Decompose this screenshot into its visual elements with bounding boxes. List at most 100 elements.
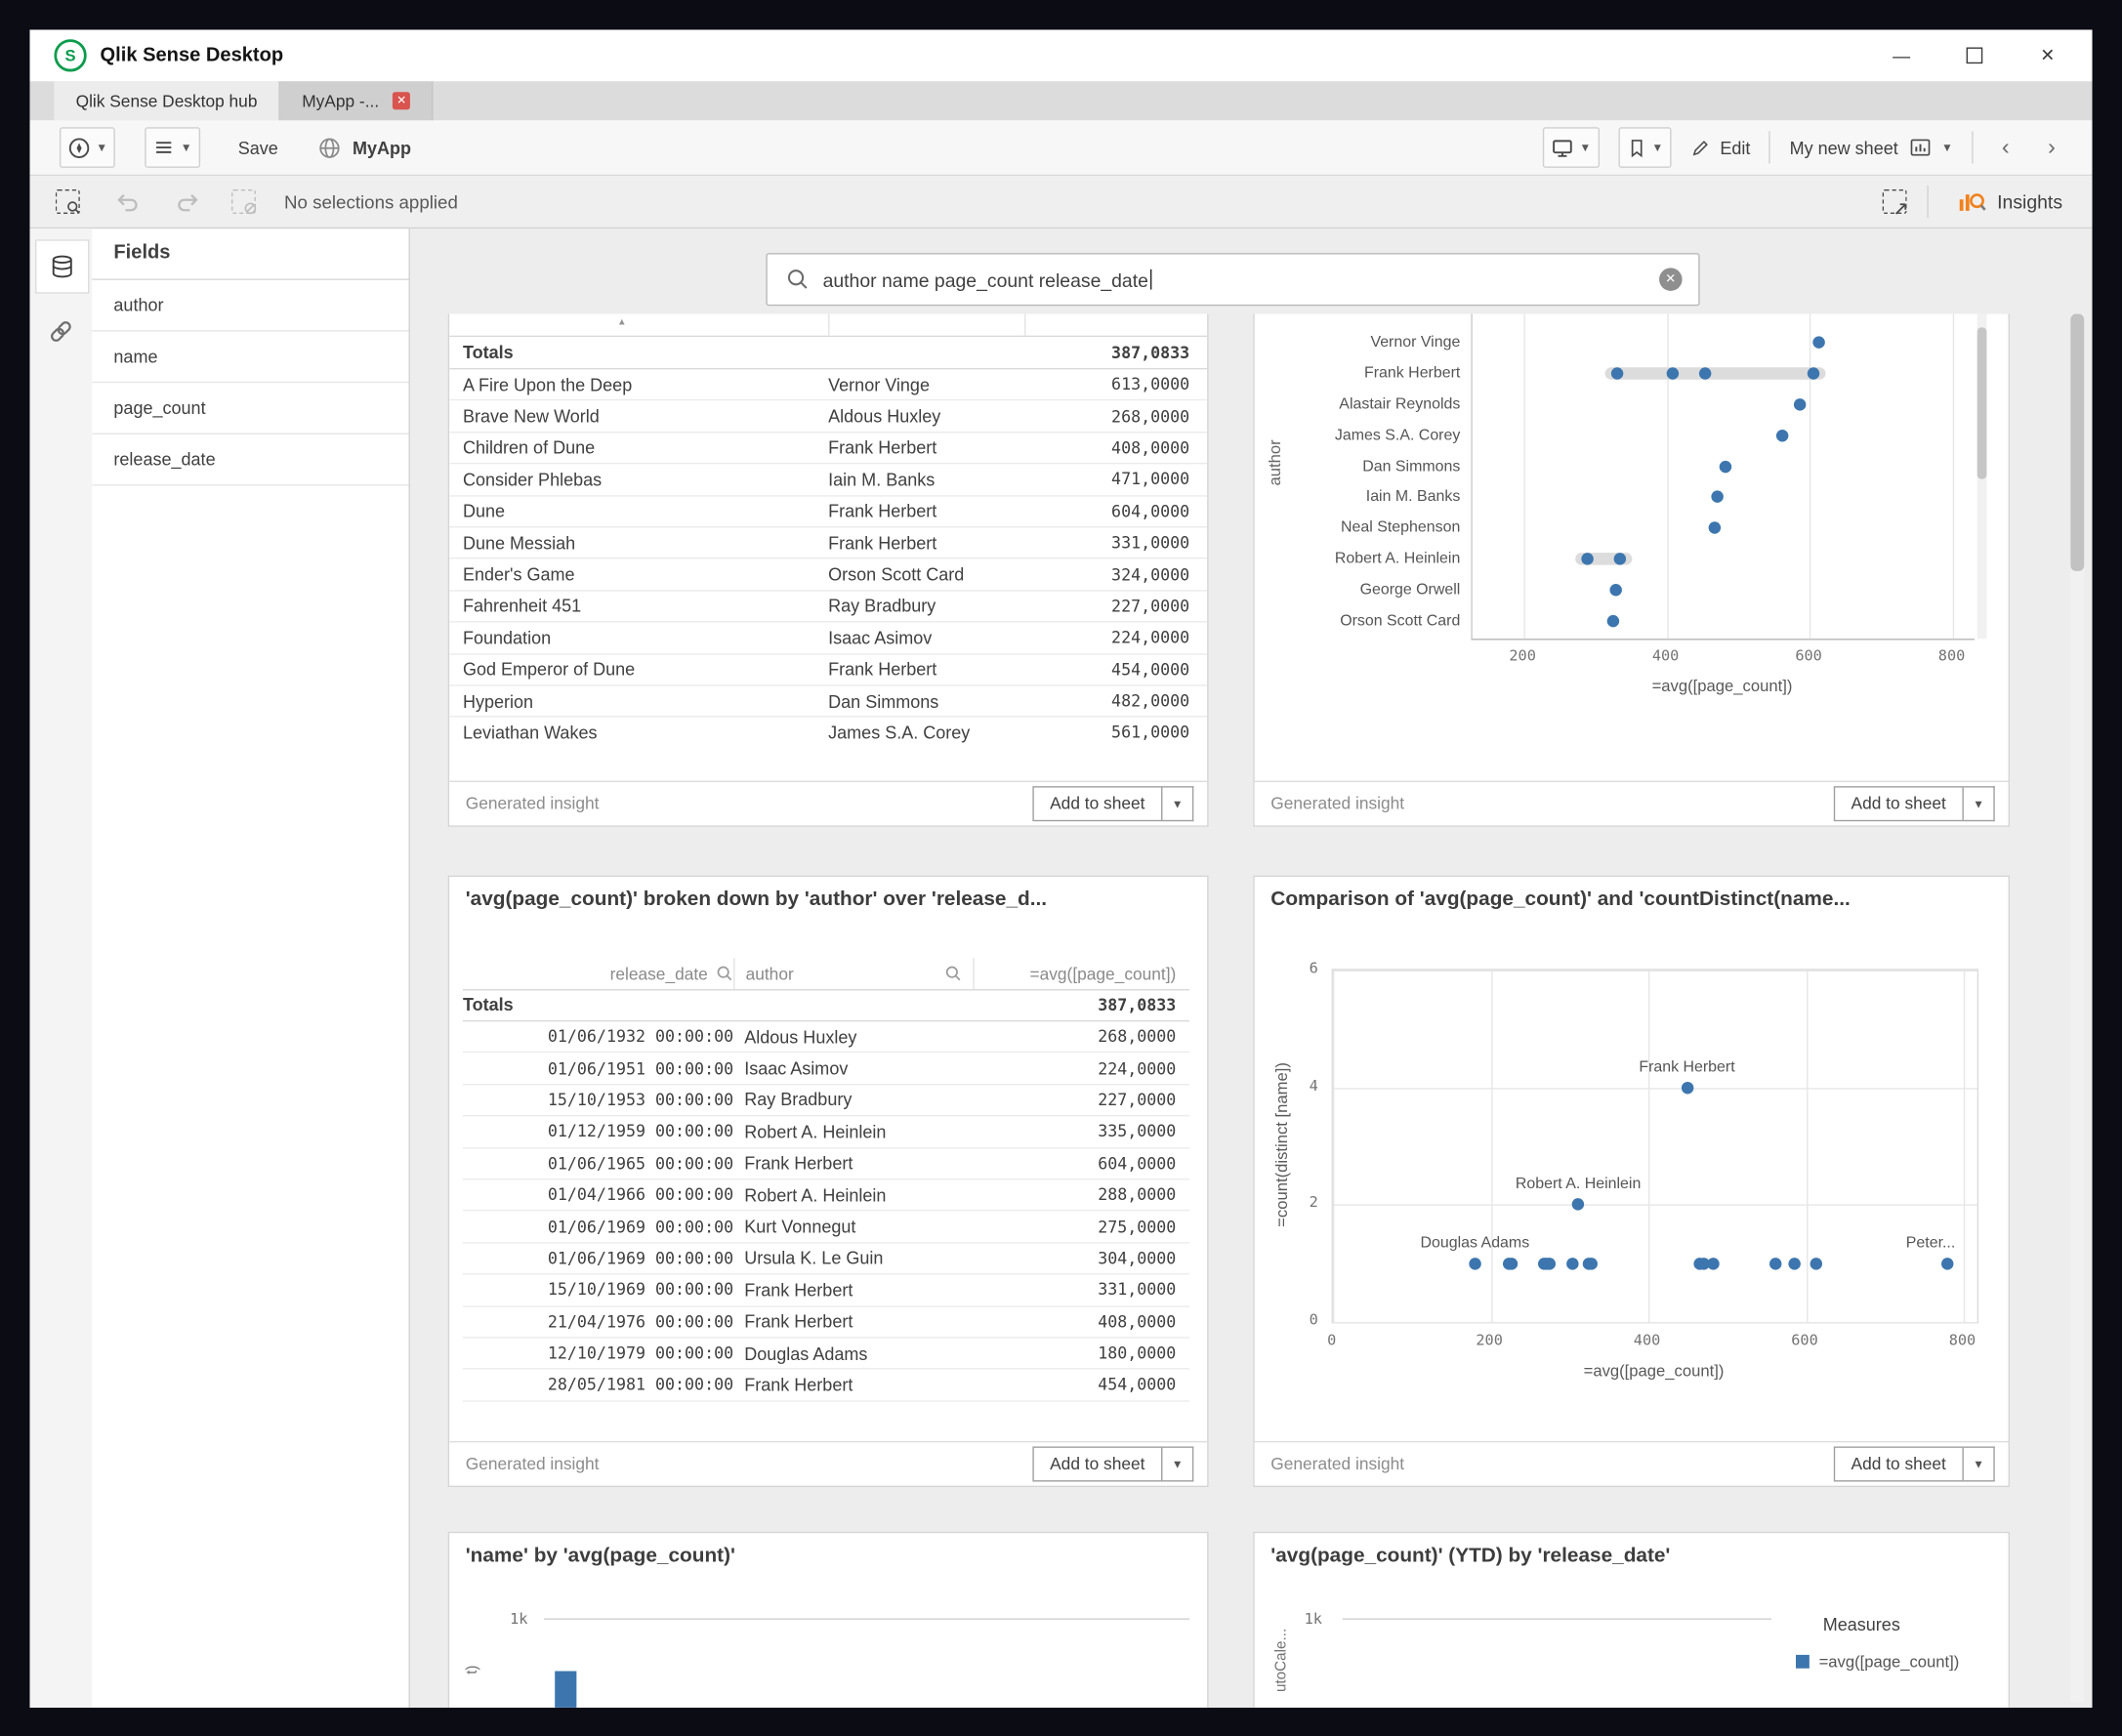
table-row[interactable]: 01/06/1932 00:00:00 Aldous Huxley 268,0000 (462, 1021, 1190, 1054)
search-input[interactable]: author name page_count release_date (822, 269, 1148, 291)
table-row[interactable]: 28/05/1981 00:00:00 Frank Herbert 454,0000 (462, 1370, 1190, 1402)
smart-search-button[interactable] (52, 186, 84, 218)
bookmarks-button[interactable]: ▼ (1617, 127, 1672, 168)
data-point[interactable] (1666, 367, 1680, 380)
table-header-clipped[interactable]: ▲ (449, 313, 1208, 338)
column-search-icon[interactable] (944, 965, 962, 982)
chart-scrollbar[interactable] (1976, 313, 1987, 640)
table-row[interactable]: Dune Messiah Frank Herbert 331,0000 (449, 527, 1208, 559)
table-row[interactable]: Leviathan Wakes James S.A. Corey 561,0000 (449, 718, 1207, 746)
legend-item[interactable]: =avg([page_count]) (1796, 1652, 1959, 1672)
edit-button[interactable]: Edit (1690, 138, 1750, 157)
data-point[interactable] (1793, 397, 1806, 411)
data-point[interactable] (1609, 584, 1622, 597)
data-point[interactable] (1699, 367, 1712, 380)
scrollbar-thumb[interactable] (2070, 313, 2085, 571)
field-item-release_date[interactable]: release_date (92, 434, 409, 486)
table-row[interactable]: A Fire Upon the Deep Vernor Vinge 613,0000 (449, 369, 1208, 401)
add-to-sheet-dropdown[interactable]: ▼ (1963, 1446, 1995, 1482)
data-point[interactable] (1810, 1257, 1823, 1270)
table-row[interactable]: Children of Dune Frank Herbert 408,0000 (449, 433, 1208, 465)
table-row[interactable]: God Emperor of Dune Frank Herbert 454,0000 (449, 654, 1208, 686)
data-point[interactable] (1681, 1081, 1693, 1094)
add-to-sheet-button[interactable]: Add to sheet (1833, 1446, 1964, 1482)
data-point[interactable] (1580, 553, 1594, 565)
table-row[interactable]: 01/04/1966 00:00:00 Robert A. Heinlein 288… (462, 1179, 1190, 1212)
column-header-measure[interactable]: =avg([page_count]) (975, 958, 1189, 989)
table-row[interactable]: Dune Frank Herbert 604,0000 (449, 496, 1208, 528)
data-point[interactable] (1708, 521, 1721, 535)
tab-close-icon[interactable]: ✕ (393, 92, 411, 110)
selections-tool-button[interactable] (1878, 186, 1910, 218)
tab-myapp[interactable]: MyApp -... ✕ (280, 81, 434, 121)
data-point[interactable] (1719, 460, 1732, 473)
step-back-button[interactable] (111, 186, 144, 218)
table-row[interactable]: 01/06/1969 00:00:00 Ursula K. Le Guin 304,… (462, 1243, 1190, 1275)
minimize-button[interactable]: — (1893, 45, 1911, 66)
table-row[interactable]: 01/12/1959 00:00:00 Robert A. Heinlein 335… (462, 1117, 1190, 1148)
table-row[interactable]: 12/10/1979 00:00:00 Douglas Adams 180,0000 (462, 1338, 1190, 1370)
data-point[interactable] (1566, 1257, 1579, 1270)
data-point[interactable] (1706, 1257, 1720, 1270)
insights-button[interactable]: Insights (1944, 176, 2092, 227)
data-point[interactable] (1614, 553, 1627, 565)
add-to-sheet-button[interactable]: Add to sheet (1032, 786, 1163, 822)
clear-selections-button[interactable] (228, 186, 260, 218)
table-row[interactable]: Brave New World Aldous Huxley 268,0000 (449, 401, 1208, 434)
data-point[interactable] (1807, 367, 1819, 380)
data-point[interactable] (1506, 1257, 1519, 1270)
data-point[interactable] (1585, 1257, 1599, 1270)
table-row[interactable]: Fahrenheit 451 Ray Bradbury 227,0000 (449, 591, 1208, 623)
step-forward-button[interactable] (171, 186, 203, 218)
data-point[interactable] (1812, 336, 1826, 349)
add-to-sheet-dropdown[interactable]: ▼ (1162, 1446, 1194, 1482)
data-point[interactable] (1768, 1257, 1782, 1270)
add-to-sheet-button[interactable]: Add to sheet (1032, 1446, 1163, 1482)
data-point[interactable] (1606, 614, 1619, 628)
previous-sheet-button[interactable]: ‹ (2001, 134, 2010, 160)
column-search-icon[interactable] (716, 965, 733, 982)
add-to-sheet-button[interactable]: Add to sheet (1833, 786, 1964, 822)
table-row[interactable]: 15/10/1953 00:00:00 Ray Bradbury 227,0000 (462, 1085, 1190, 1117)
table-row[interactable]: 01/06/1951 00:00:00 Isaac Asimov 224,0000 (462, 1054, 1190, 1086)
maximize-button[interactable] (1938, 29, 2012, 81)
table-row[interactable]: Consider Phlebas Iain M. Banks 471,0000 (449, 465, 1208, 496)
table-row[interactable]: 15/10/1969 00:00:00 Frank Herbert 331,0000 (462, 1275, 1190, 1307)
column-header-release-date[interactable]: release_date (463, 958, 733, 989)
data-panel-button[interactable] (35, 239, 90, 294)
field-item-name[interactable]: name (92, 332, 409, 384)
field-item-author[interactable]: author (92, 280, 409, 332)
data-point[interactable] (1571, 1198, 1585, 1212)
data-point[interactable] (1469, 1257, 1481, 1270)
sheet-selector[interactable]: My new sheet ▼ (1790, 137, 1953, 158)
storytelling-button[interactable]: ▼ (1543, 127, 1600, 168)
data-point[interactable] (1775, 429, 1789, 442)
app-options-button[interactable]: ▼ (145, 127, 200, 168)
table-row[interactable]: 21/04/1976 00:00:00 Frank Herbert 408,0000 (462, 1306, 1190, 1339)
next-sheet-button[interactable]: › (2047, 134, 2056, 160)
links-panel-button[interactable] (48, 318, 75, 346)
table-row[interactable]: Foundation Isaac Asimov 224,0000 (449, 623, 1208, 655)
table-row[interactable]: Hyperion Dan Simmons 482,0000 (449, 685, 1208, 718)
app-name[interactable]: MyApp (352, 137, 412, 158)
save-button[interactable]: Save (237, 137, 278, 158)
field-item-page_count[interactable]: page_count (92, 383, 409, 434)
table-row[interactable]: 01/06/1969 00:00:00 Kurt Vonnegut 275,0000 (462, 1212, 1190, 1244)
column-header-author[interactable]: author (733, 958, 975, 990)
tab-hub[interactable]: Qlik Sense Desktop hub (54, 81, 281, 121)
insight-search-bar[interactable]: author name page_count release_date ✕ (766, 253, 1700, 307)
data-point[interactable] (1611, 367, 1624, 380)
data-point[interactable] (1543, 1257, 1557, 1270)
data-point[interactable] (1941, 1257, 1954, 1270)
add-to-sheet-dropdown[interactable]: ▼ (1963, 786, 1995, 822)
bar[interactable] (555, 1671, 577, 1708)
close-button[interactable]: ✕ (2040, 44, 2056, 65)
data-point[interactable] (1711, 490, 1725, 504)
data-point[interactable] (1788, 1257, 1801, 1270)
table-row[interactable]: Ender's Game Orson Scott Card 324,0000 (449, 559, 1208, 592)
main-scrollbar[interactable] (2070, 313, 2085, 1703)
clear-search-icon[interactable]: ✕ (1659, 268, 1683, 291)
add-to-sheet-dropdown[interactable]: ▼ (1162, 786, 1194, 822)
navigation-menu-button[interactable]: ▼ (59, 127, 116, 168)
table-row[interactable]: 01/06/1965 00:00:00 Frank Herbert 604,0000 (462, 1148, 1190, 1180)
